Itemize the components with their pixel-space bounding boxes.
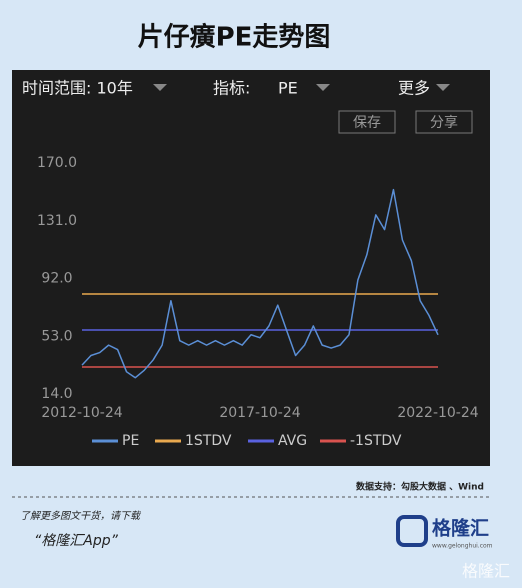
y-tick-label: 14.0	[41, 386, 72, 402]
prompt: 了解更多图文干货，请下载	[20, 510, 142, 522]
dropdown-arrow	[436, 84, 450, 91]
x-tick-label: 2022-10-24	[397, 405, 478, 421]
page-title: 片仔癀PE走势图	[138, 22, 331, 53]
app-name: “格隆汇App”	[34, 533, 119, 549]
logo-mark	[396, 515, 428, 547]
y-tick-label: 131.0	[37, 213, 77, 229]
dropdown-arrow	[153, 84, 167, 91]
share-label[interactable]: 分享	[430, 114, 458, 131]
source: 数据支持：勾股大数据 、Wind	[356, 481, 484, 493]
legend-label: -1STDV	[350, 433, 402, 449]
y-tick-label: 170.0	[37, 155, 77, 171]
more-control[interactable]: 更多	[398, 79, 430, 98]
watermark: 格隆汇	[462, 562, 510, 581]
dropdown-arrow	[316, 84, 330, 91]
plot: 14.0 53.0 92.0 131.0 170.0 2012-10-24 2017-10-…	[37, 155, 479, 449]
legend-label: PE	[122, 433, 139, 449]
metric-control[interactable]: PE	[278, 79, 298, 98]
legend-label: AVG	[278, 433, 307, 449]
range-control[interactable]: 时间范围: 10年	[22, 79, 133, 98]
x-tick-label: 2017-10-24	[219, 405, 300, 421]
share-button[interactable]	[415, 110, 473, 134]
y-tick-label: 92.0	[41, 271, 72, 287]
line	[81, 188, 439, 379]
y-tick-label: 53.0	[41, 328, 72, 344]
chart-panel	[12, 70, 490, 466]
metric-label: 指标:	[213, 79, 250, 98]
site: www.gelonghui.com	[432, 543, 493, 550]
logo-text: 格隆汇	[432, 517, 489, 540]
x-tick-label: 2012-10-24	[41, 405, 122, 421]
save-button[interactable]	[338, 110, 396, 134]
legend-label: 1STDV	[185, 433, 232, 449]
save-label[interactable]: 保存	[353, 115, 381, 131]
